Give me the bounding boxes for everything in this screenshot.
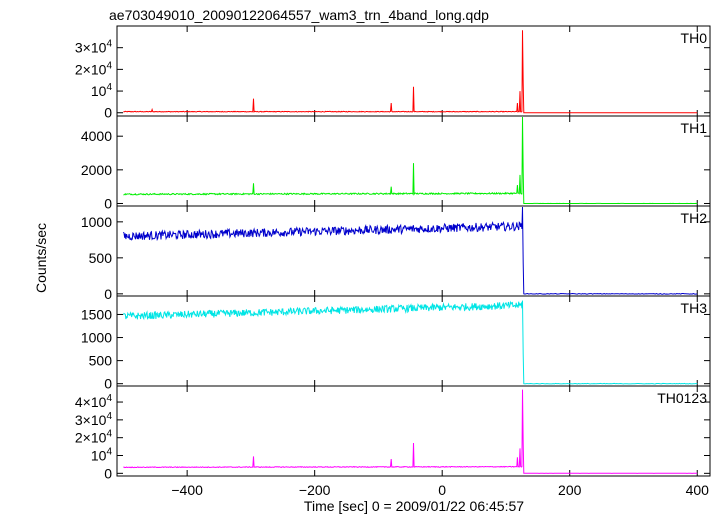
x-tick-label: 400 [686, 482, 710, 498]
y-tick-label-TH3: 1500 [81, 306, 112, 322]
y-tick-label-TH0123: 104 [91, 447, 113, 464]
panel-label-TH0123: TH0123 [657, 390, 707, 406]
y-tick-label-TH0123: 2×104 [75, 429, 113, 446]
y-tick-label-TH1: 0 [104, 195, 112, 211]
series-line-TH2 [122, 206, 698, 295]
y-tick-label-TH3: 0 [104, 376, 112, 392]
y-tick-label-TH0123: 4×104 [75, 393, 113, 410]
x-tick-label: 0 [438, 482, 446, 498]
y-tick-label-TH0123: 0 [104, 465, 112, 481]
y-tick-label-TH2: 500 [89, 250, 113, 266]
x-tick-label: 200 [558, 482, 582, 498]
y-tick-label-TH0: 2×104 [75, 60, 113, 77]
y-tick-label-TH1: 2000 [81, 162, 112, 178]
panel-label-TH2: TH2 [681, 210, 708, 226]
y-tick-label-TH3: 1000 [81, 330, 112, 346]
panel-frame-TH2 [116, 205, 711, 297]
x-axis-label: Time [sec] 0 = 2009/01/22 06:45:57 [304, 498, 524, 514]
y-tick-label-TH0123: 3×104 [75, 411, 113, 428]
panel-label-TH1: TH1 [681, 120, 708, 136]
series-line-TH0 [123, 30, 698, 114]
panel-frame-TH0123 [116, 385, 711, 477]
y-tick-label-TH1: 4000 [81, 128, 112, 144]
series-line-TH1 [123, 116, 698, 205]
panel-label-TH3: TH3 [681, 300, 708, 316]
y-tick-label-TH0: 0 [104, 105, 112, 121]
y-tick-label-TH0: 104 [91, 82, 113, 99]
y-tick-label-TH2: 1000 [81, 214, 112, 230]
y-tick-label-TH0: 3×104 [75, 39, 113, 56]
panel-frame-TH1 [116, 115, 711, 207]
x-tick-label: −200 [299, 482, 331, 498]
chart-title: ae703049010_20090122064557_wam3_trn_4ban… [109, 7, 489, 23]
y-tick-label-TH2: 0 [104, 286, 112, 302]
panel-label-TH0: TH0 [681, 30, 708, 46]
y-axis-label: Counts/sec [33, 223, 49, 293]
x-tick-label: −400 [171, 482, 203, 498]
y-tick-label-TH3: 500 [89, 353, 113, 369]
series-line-TH3 [122, 300, 698, 385]
series-line-TH0123 [123, 389, 698, 474]
